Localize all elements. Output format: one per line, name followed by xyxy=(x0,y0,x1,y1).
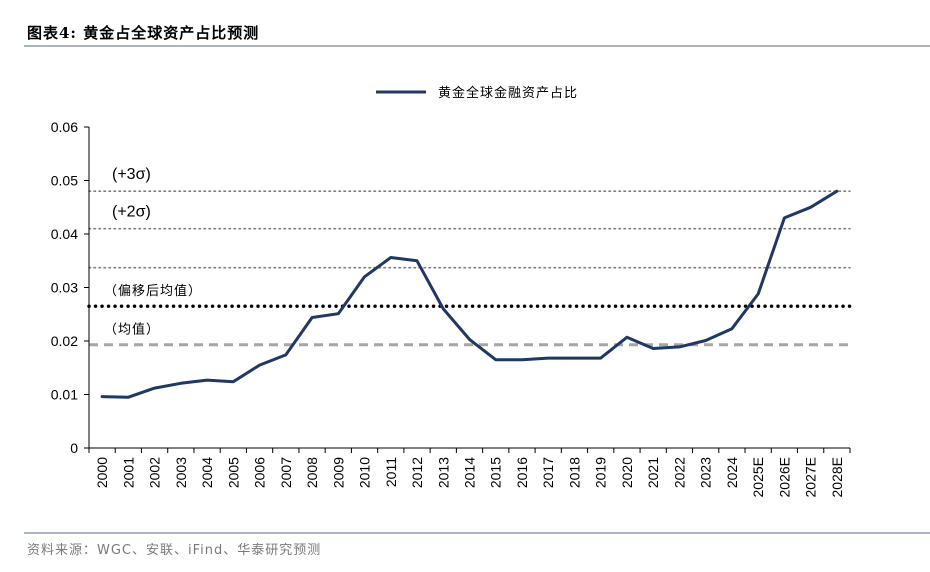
y-axis-ticks: 0 0.01 0.02 0.03 0.04 0.05 0.06 xyxy=(51,119,89,456)
x-tick-label: 2019 xyxy=(593,457,609,488)
source-note: 资料来源：WGC、安联、iFind、华泰研究预测 xyxy=(27,543,322,558)
ref-label-+3sigma: (+3σ) xyxy=(112,166,151,183)
legend-label: 黄金全球金融资产占比 xyxy=(438,85,578,101)
header-divider xyxy=(24,45,930,47)
x-tick-label: 2005 xyxy=(225,457,241,488)
x-tick-label: 2006 xyxy=(252,457,268,488)
y-tick-label: 0.03 xyxy=(51,280,78,296)
x-tick-label: 2001 xyxy=(120,457,136,488)
x-tick-label: 2023 xyxy=(698,457,714,488)
x-tick-label: 2009 xyxy=(330,457,346,488)
x-tick-label: 2026E xyxy=(776,457,792,497)
chart-header-title: 图表4: 黄金占全球资产占比预测 xyxy=(27,24,260,42)
x-tick-label: 2017 xyxy=(540,457,556,488)
x-tick-label: 2004 xyxy=(199,457,215,488)
y-tick-label: 0.01 xyxy=(51,387,78,403)
y-tick-label: 0.02 xyxy=(51,333,78,349)
x-tick-label: 2003 xyxy=(173,457,189,488)
x-tick-label: 2027E xyxy=(803,457,819,497)
x-tick-label: 2008 xyxy=(304,457,320,488)
x-tick-label: 2010 xyxy=(357,457,373,488)
x-tick-label: 2011 xyxy=(383,457,399,487)
ref-label-+2sigma: (+2σ) xyxy=(112,204,151,221)
x-tick-label: 2014 xyxy=(462,457,478,488)
x-tick-label: 2018 xyxy=(566,457,582,488)
reference-lines: (+3σ) (+2σ) （偏移后均值） （均值） xyxy=(87,166,852,347)
x-tick-label: 2020 xyxy=(619,457,635,488)
x-tick-label: 2025E xyxy=(750,457,766,497)
x-tick-label: 2013 xyxy=(435,457,451,488)
footer-divider xyxy=(24,532,930,534)
x-tick-label: 2028E xyxy=(829,457,845,497)
y-tick-label: 0.05 xyxy=(51,173,78,189)
ref-label-mean: （均值） xyxy=(104,322,160,338)
x-tick-label: 2016 xyxy=(514,457,530,488)
chart-legend: 黄金全球金融资产占比 xyxy=(376,85,578,101)
y-tick-label: 0 xyxy=(70,440,78,456)
x-tick-label: 2007 xyxy=(278,457,294,488)
series-line xyxy=(100,189,839,399)
chart-axes xyxy=(88,127,850,449)
x-tick-label: 2024 xyxy=(724,457,740,488)
y-tick-label: 0.06 xyxy=(51,119,78,135)
x-axis-ticks: 2000 2001 2002 2003 2004 2005 2006 2007 2008 2009… xyxy=(88,448,851,497)
series-group xyxy=(100,189,839,399)
x-tick-label: 2021 xyxy=(645,457,661,488)
x-tick-label: 2022 xyxy=(671,457,687,488)
line-chart: (+3σ)(+2σ)（偏移后均值）（均值） 00.010.020.030.040… xyxy=(51,85,852,497)
x-tick-label: 2000 xyxy=(94,457,110,488)
y-tick-label: 0.04 xyxy=(51,226,78,242)
x-tick-label: 2015 xyxy=(488,457,504,488)
x-tick-label: 2012 xyxy=(409,457,425,488)
ref-label-shifted-mean: （偏移后均值） xyxy=(104,283,202,299)
x-tick-label: 2002 xyxy=(147,457,163,488)
